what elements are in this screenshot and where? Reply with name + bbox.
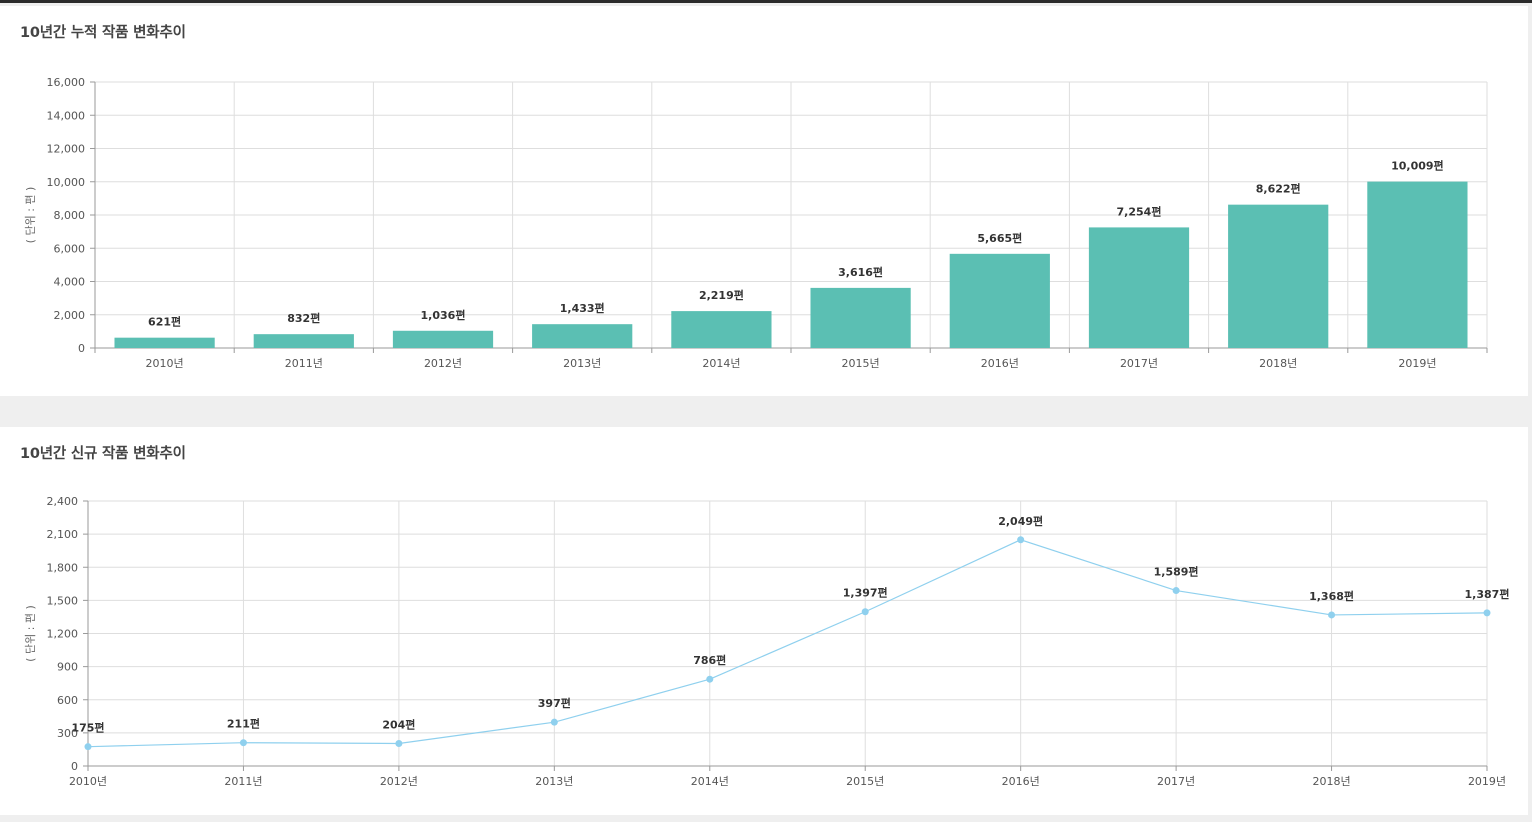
bar [949,253,1050,348]
y-tick-label: 16,000 [47,76,86,89]
x-tick-label: 2014년 [702,357,740,370]
x-tick-label: 2019년 [1398,357,1436,370]
y-tick-label: 1,200 [47,628,79,641]
bar-value-label: 7,254편 [1117,204,1162,218]
point-value-label: 1,387편 [1465,587,1510,601]
y-tick-label: 600 [57,694,78,707]
point-value-label: 211편 [227,717,260,731]
data-point [861,608,869,616]
x-tick-label: 2017년 [1157,775,1195,788]
y-tick-label: 6,000 [54,242,86,255]
bar [532,324,633,348]
x-tick-label: 2018년 [1312,775,1350,788]
x-tick-label: 2015년 [842,357,880,370]
x-tick-label: 2016년 [1002,775,1040,788]
y-tick-label: 1,800 [47,561,79,574]
point-value-label: 204편 [382,717,415,731]
y-tick-label: 300 [57,727,78,740]
data-point [1017,536,1025,544]
x-tick-label: 2010년 [69,775,107,788]
point-value-label: 2,049편 [998,514,1043,528]
x-tick-label: 2011년 [285,357,323,370]
y-tick-label: 2,000 [54,309,86,322]
bar-value-label: 5,665편 [977,231,1022,245]
bar-value-label: 3,616편 [838,265,883,279]
x-tick-label: 2014년 [691,775,729,788]
new-works-chart-title: 10년간 신규 작품 변화추이 [20,446,186,462]
cumulative-chart-title: 10년간 누적 작품 변화추이 [20,25,186,41]
y-tick-label: 0 [78,342,85,355]
y-tick-label: 14,000 [47,109,86,122]
x-tick-label: 2019년 [1468,775,1506,788]
data-point [395,739,403,747]
bar-value-label: 1,036편 [421,308,466,322]
data-point [84,743,92,751]
y-tick-label: 8,000 [54,209,86,222]
top-border [0,0,1532,3]
y-axis-label: ( 단위 : 편 ) [24,605,37,662]
bar-value-label: 10,009편 [1391,159,1444,173]
data-point [1172,587,1180,595]
bar [1228,204,1329,348]
point-value-label: 397편 [538,696,571,710]
cumulative-bar-chart: 0 2,000 4,000 6,000 8,000 10,000 12,000 14,000 1… [24,76,1488,370]
bar-value-label: 8,622편 [1256,182,1301,196]
y-tick-label: 4,000 [54,276,86,289]
new-works-chart-panel: 10년간 신규 작품 변화추이 0 300 600 900 1,200 1,500 1,80… [0,427,1528,815]
bar-value-label: 832편 [287,311,320,325]
bar [253,334,354,348]
data-point [550,718,558,726]
x-tick-label: 2010년 [146,357,184,370]
y-tick-label: 900 [57,661,78,674]
bar-value-label: 1,433편 [560,301,605,315]
bar [1088,227,1190,348]
y-tick-label: 0 [71,760,78,773]
point-value-label: 175편 [71,721,104,735]
x-tick-label: 2013년 [563,357,601,370]
x-tick-label: 2012년 [424,357,462,370]
bar-value-label: 621편 [148,315,181,329]
bar [392,330,494,348]
y-tick-label: 12,000 [47,143,86,156]
x-tick-label: 2016년 [981,357,1019,370]
data-point [706,675,714,683]
cumulative-chart-panel: 10년간 누적 작품 변화추이 0 2,000 4,000 6,000 8,000 10,… [0,6,1528,396]
bar-value-label: 2,219편 [699,288,744,302]
x-tick-label: 2011년 [224,775,262,788]
y-tick-label: 2,100 [47,528,79,541]
bar [671,311,772,348]
y-tick-label: 2,400 [47,495,79,508]
data-point [1483,609,1491,617]
y-tick-label: 10,000 [47,176,86,189]
data-point [1328,611,1336,619]
bar [114,337,215,348]
x-tick-label: 2015년 [846,775,884,788]
x-tick-label: 2013년 [535,775,573,788]
point-value-label: 1,397편 [843,586,888,600]
new-works-line-chart: 0 300 600 900 1,200 1,500 1,800 2,100 2,400 2010년… [24,495,1510,788]
bar [1367,181,1468,348]
point-value-label: 1,589편 [1154,565,1199,579]
y-tick-label: 1,500 [47,594,79,607]
point-value-label: 1,368편 [1309,589,1354,603]
series-line [87,539,1488,748]
x-tick-label: 2017년 [1120,357,1158,370]
data-point [239,739,247,747]
point-value-label: 786편 [693,653,726,667]
x-tick-label: 2018년 [1259,357,1297,370]
bar [810,287,911,348]
y-axis-label: ( 단위 : 편 ) [24,187,37,244]
x-tick-label: 2012년 [380,775,418,788]
